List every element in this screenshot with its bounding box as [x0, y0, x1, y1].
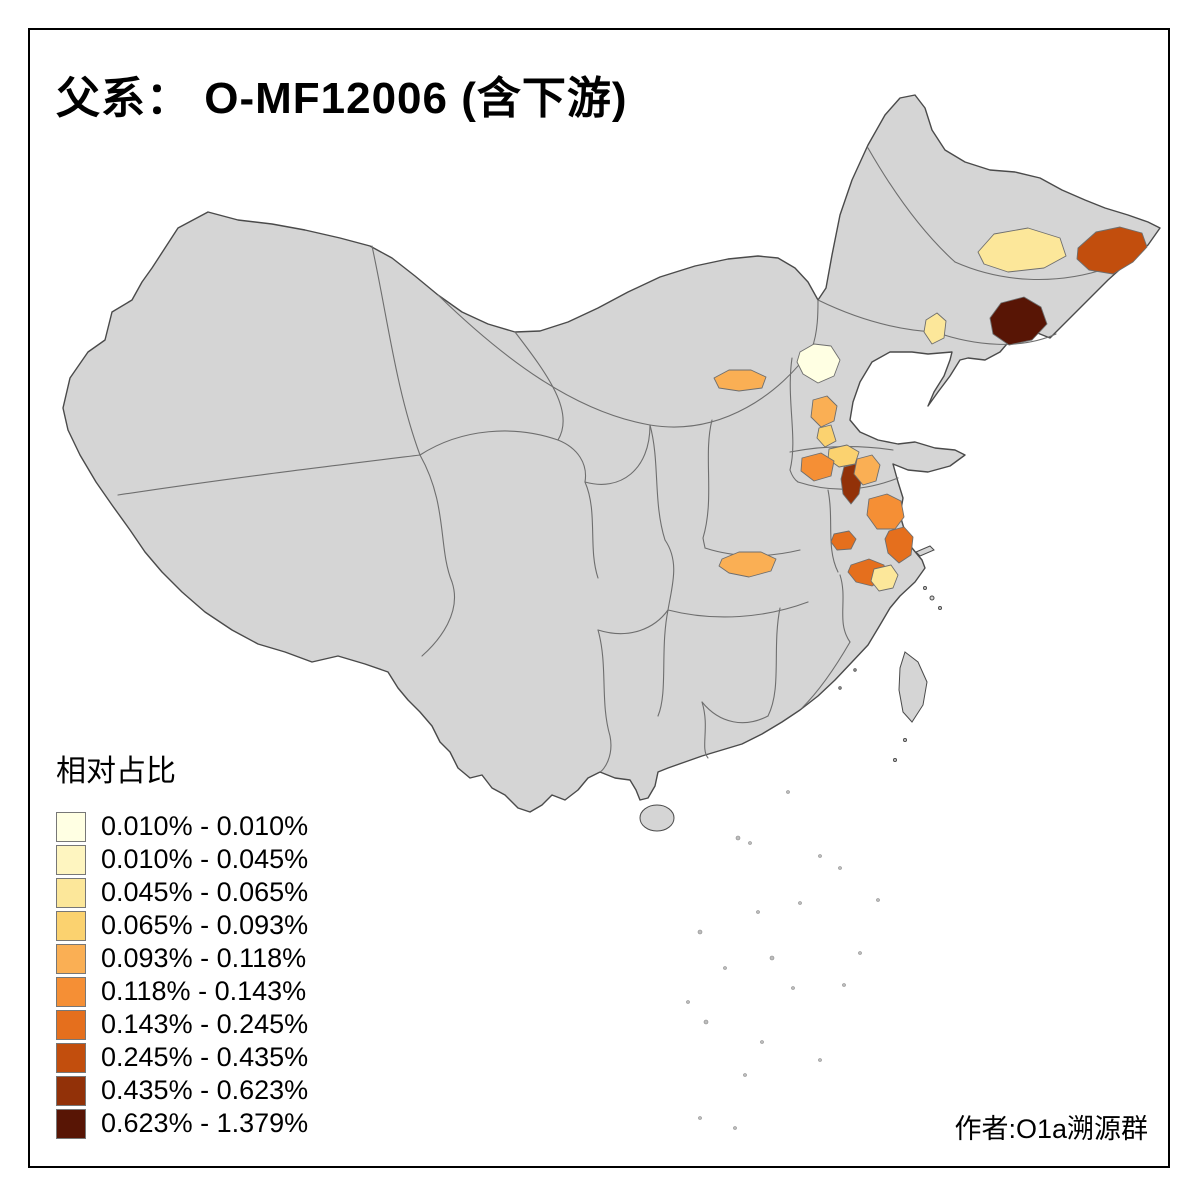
map-region-central-jilin — [989, 296, 1048, 346]
map-region-north-shanxi-hebei — [713, 369, 767, 392]
mainland-shape — [62, 94, 1161, 813]
legend-item: 0.245% - 0.435% — [56, 1041, 308, 1074]
map-region-beijing-area — [796, 343, 841, 384]
legend-swatch — [56, 943, 86, 974]
south-china-sea-islets — [686, 790, 880, 1130]
legend-item-label: 0.118% - 0.143% — [101, 976, 307, 1006]
legend-swatch — [56, 1075, 86, 1106]
legend-item-label: 0.245% - 0.435% — [101, 1042, 309, 1072]
legend-item: 0.045% - 0.065% — [56, 876, 308, 909]
map-region-east-heilongjiang — [1076, 226, 1148, 275]
legend-item-label: 0.093% - 0.118% — [101, 943, 307, 973]
legend-item-label: 0.010% - 0.045% — [101, 844, 309, 874]
legend-item: 0.093% - 0.118% — [56, 942, 308, 975]
legend-item: 0.143% - 0.245% — [56, 1008, 308, 1041]
hainan-island — [639, 804, 675, 832]
legend-item-label: 0.623% - 1.379% — [101, 1108, 309, 1138]
legend-swatch — [56, 1009, 86, 1040]
map-region-tianjin-area — [810, 395, 838, 428]
map-region-east-hangzhou — [870, 564, 899, 592]
legend-swatch — [56, 976, 86, 1007]
legend-item: 0.623% - 1.379% — [56, 1107, 308, 1140]
map-region-south-shandong — [853, 454, 881, 486]
legend-swatch — [56, 811, 86, 842]
page-title: 父系： O-MF12006 (含下游) — [56, 74, 628, 123]
map-region-central-anhui — [830, 530, 857, 551]
islands — [639, 545, 942, 832]
author-credit: 作者:O1a溯源群 — [954, 1114, 1148, 1144]
legend-swatch — [56, 910, 86, 941]
highlighted-regions — [713, 226, 1148, 592]
legend: 相对占比 0.010% - 0.010% 0.010% - 0.045% 0.0… — [56, 746, 308, 1140]
chongming-island — [915, 545, 935, 557]
legend-item-label: 0.143% - 0.245% — [101, 1009, 309, 1039]
province-boundaries — [117, 147, 1109, 773]
legend-item-label: 0.010% - 0.010% — [101, 811, 309, 841]
map-region-west-shandong — [800, 452, 835, 482]
map-region-south-jiangsu-shanghai — [884, 526, 914, 564]
map-region-central-hubei — [718, 551, 777, 578]
legend-item: 0.065% - 0.093% — [56, 909, 308, 942]
legend-item: 0.010% - 0.045% — [56, 843, 308, 876]
legend-item-label: 0.435% - 0.623% — [101, 1075, 309, 1105]
taiwan-island — [898, 651, 928, 723]
legend-swatch — [56, 877, 86, 908]
map-region-east-liaoning — [923, 312, 947, 345]
legend-item: 0.118% - 0.143% — [56, 975, 308, 1008]
legend-item: 0.435% - 0.623% — [56, 1074, 308, 1107]
map-region-west-heilongjiang — [977, 227, 1067, 273]
map-region-central-jiangsu — [866, 493, 905, 530]
legend-swatch — [56, 1042, 86, 1073]
legend-swatch — [56, 1108, 86, 1139]
legend-item-label: 0.045% - 0.065% — [101, 877, 309, 907]
map-region-south-hebei — [816, 424, 837, 448]
legend-item-label: 0.065% - 0.093% — [101, 910, 309, 940]
legend-title: 相对占比 — [56, 755, 176, 788]
legend-swatch — [56, 844, 86, 875]
legend-item: 0.010% - 0.010% — [56, 810, 308, 843]
